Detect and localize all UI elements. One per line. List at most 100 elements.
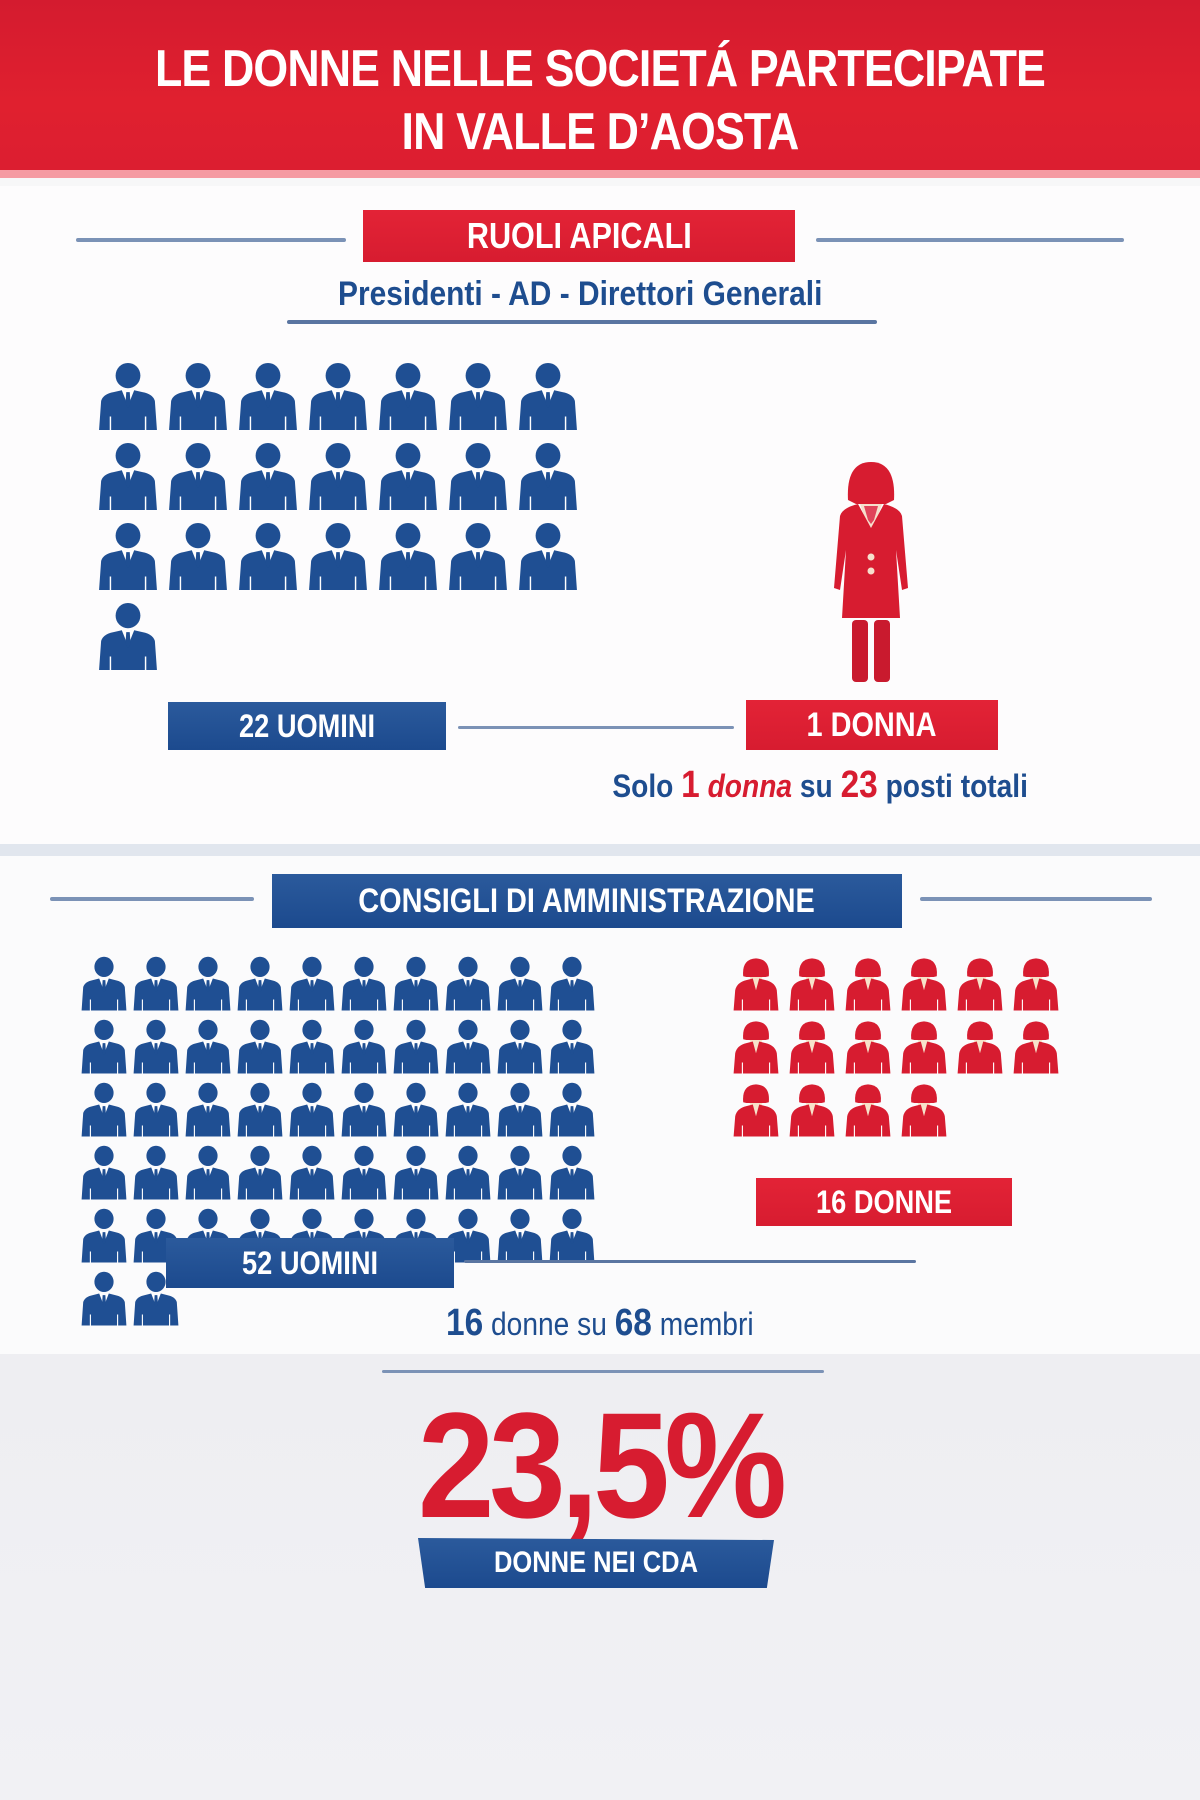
man-in-suit-icon [447, 522, 509, 592]
man-in-suit-icon [288, 956, 336, 1012]
page-title-line-1: LE DONNE NELLE SOCIETÁ PARTECIPATE [154, 40, 1046, 98]
man-in-suit-icon [340, 1082, 388, 1138]
man-in-suit-icon [132, 1019, 180, 1075]
man-in-suit-icon [288, 1145, 336, 1201]
summary-cda: 16 donne su 68 membri [446, 1302, 754, 1344]
man-in-suit-icon [392, 956, 440, 1012]
man-in-suit-icon [548, 1145, 596, 1201]
section-label-cda: CONSIGLI DI AMMINISTRAZIONE [272, 874, 902, 928]
man-in-suit-icon [496, 1019, 544, 1075]
man-in-suit-icon [97, 522, 159, 592]
man-in-suit-icon [132, 956, 180, 1012]
percentage-label: DONNE NEI CDA [418, 1538, 774, 1588]
man-in-suit-icon [444, 1082, 492, 1138]
man-in-suit-icon [97, 602, 159, 672]
man-in-suit-icon [444, 1019, 492, 1075]
man-in-suit-icon [496, 1208, 544, 1264]
man-in-suit-icon [377, 522, 439, 592]
connector-line-cda [464, 1260, 916, 1263]
man-in-suit-icon [236, 956, 284, 1012]
woman-bust-icon [844, 1082, 892, 1138]
man-in-suit-icon [444, 956, 492, 1012]
subtitle-roles: Presidenti - AD - Direttori Generali [337, 275, 823, 313]
man-in-suit-icon [444, 1145, 492, 1201]
man-in-suit-icon [236, 1019, 284, 1075]
man-in-suit-icon [80, 956, 128, 1012]
woman-bust-icon [1012, 956, 1060, 1012]
man-in-suit-icon [80, 1082, 128, 1138]
woman-in-suit-icon [826, 458, 916, 684]
man-in-suit-icon [377, 442, 439, 512]
man-in-suit-icon [517, 442, 579, 512]
man-in-suit-icon [167, 442, 229, 512]
man-in-suit-icon [496, 1082, 544, 1138]
man-in-suit-icon [167, 522, 229, 592]
woman-bust-icon [1012, 1019, 1060, 1075]
man-in-suit-icon [288, 1019, 336, 1075]
woman-bust-icon [788, 956, 836, 1012]
divider-left [76, 238, 346, 242]
man-in-suit-icon [340, 956, 388, 1012]
man-in-suit-icon [184, 1019, 232, 1075]
men-count-badge-apicali: 22 UOMINI [168, 702, 446, 750]
divider-left-cda [50, 897, 254, 901]
page-title-line-2: IN VALLE D’AOSTA [401, 103, 800, 161]
women-count-badge-cda: 16 DONNE [756, 1178, 1012, 1226]
man-in-suit-icon [80, 1019, 128, 1075]
divider-right-cda [920, 897, 1152, 901]
man-in-suit-icon [517, 522, 579, 592]
man-in-suit-icon [80, 1145, 128, 1201]
man-in-suit-icon [548, 1082, 596, 1138]
woman-bust-icon [788, 1082, 836, 1138]
man-in-suit-icon [307, 362, 369, 432]
man-in-suit-icon [80, 1208, 128, 1264]
woman-bust-icon [956, 956, 1004, 1012]
highlight-top-rule [382, 1370, 824, 1373]
section-label-ruoli-apicali: RUOLI APICALI [363, 210, 795, 262]
man-in-suit-icon [132, 1145, 180, 1201]
connector-line-apicali [458, 726, 734, 729]
percentage-value: 23,5% [418, 1381, 787, 1549]
subtitle-underline [287, 320, 877, 324]
man-in-suit-icon [496, 956, 544, 1012]
summary-apicali: Solo 1 donna su 23 posti totali [612, 764, 1028, 806]
man-in-suit-icon [307, 442, 369, 512]
women-count-badge-apicali: 1 DONNA [746, 700, 998, 750]
man-in-suit-icon [237, 442, 299, 512]
man-in-suit-icon [167, 362, 229, 432]
men-count-badge-cda: 52 UOMINI [166, 1238, 454, 1288]
woman-bust-icon [956, 1019, 1004, 1075]
man-in-suit-icon [548, 1019, 596, 1075]
man-in-suit-icon [236, 1145, 284, 1201]
man-in-suit-icon [392, 1019, 440, 1075]
woman-bust-icon [732, 1019, 780, 1075]
man-in-suit-icon [548, 1208, 596, 1264]
man-in-suit-icon [80, 1271, 128, 1327]
man-in-suit-icon [392, 1145, 440, 1201]
man-in-suit-icon [496, 1145, 544, 1201]
man-in-suit-icon [548, 956, 596, 1012]
man-in-suit-icon [97, 362, 159, 432]
woman-bust-icon [788, 1019, 836, 1075]
header-banner: LE DONNE NELLE SOCIETÁ PARTECIPATE IN VA… [0, 0, 1200, 178]
section-separator [0, 844, 1200, 856]
man-in-suit-icon [184, 1082, 232, 1138]
man-in-suit-icon [392, 1082, 440, 1138]
man-in-suit-icon [184, 956, 232, 1012]
man-in-suit-icon [237, 362, 299, 432]
woman-bust-icon [900, 1082, 948, 1138]
men-icon-grid-apicali [97, 362, 579, 672]
man-in-suit-icon [340, 1019, 388, 1075]
man-in-suit-icon [307, 522, 369, 592]
man-in-suit-icon [236, 1082, 284, 1138]
man-in-suit-icon [377, 362, 439, 432]
woman-bust-icon [844, 956, 892, 1012]
man-in-suit-icon [447, 362, 509, 432]
women-icon-grid-cda [732, 956, 1060, 1138]
divider-right [816, 238, 1124, 242]
man-in-suit-icon [288, 1082, 336, 1138]
man-in-suit-icon [340, 1145, 388, 1201]
woman-bust-icon [732, 1082, 780, 1138]
woman-bust-icon [900, 1019, 948, 1075]
man-in-suit-icon [184, 1145, 232, 1201]
